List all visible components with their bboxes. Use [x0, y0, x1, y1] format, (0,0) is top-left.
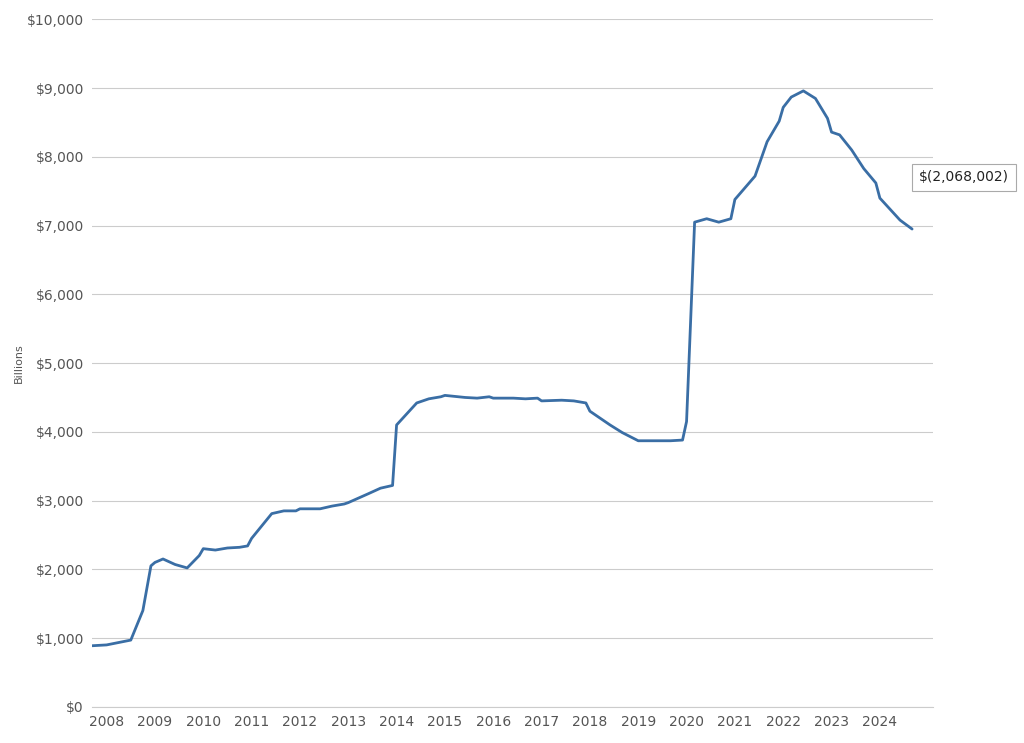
Text: $(2,068,002): $(2,068,002)	[920, 170, 1010, 184]
Y-axis label: Billions: Billions	[14, 343, 24, 383]
